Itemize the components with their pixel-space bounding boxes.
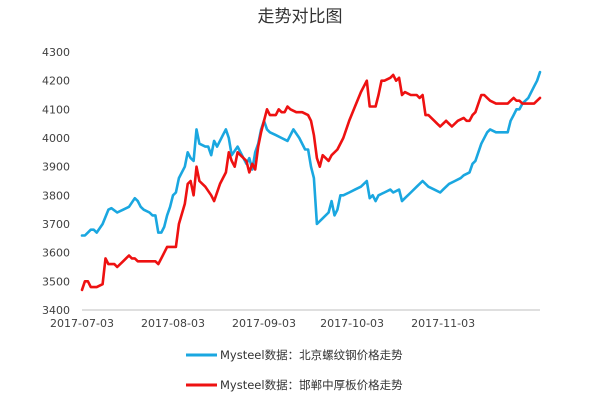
series-line-handan-plate: [80, 73, 542, 292]
y-tick-label: 4000: [42, 132, 70, 145]
x-axis-tick-labels: 2017-07-03 2017-08-03 2017-09-03 2017-10-03…: [50, 317, 475, 330]
y-tick-label: 4300: [42, 46, 70, 59]
y-tick-label: 3900: [42, 161, 70, 174]
series-lines: [80, 70, 542, 292]
legend: Mysteel数据：北京螺纹钢价格走势 Mysteel数据：邯郸中厚板价格走势: [186, 348, 403, 392]
x-tick-label: 2017-10-03: [320, 317, 384, 330]
y-axis-tick-labels: 3400 3500 3600 3700 3800 3900 4000 4100 4200 4300: [42, 46, 70, 317]
series-line-beijing-rebar: [80, 70, 542, 237]
y-tick-label: 3400: [42, 304, 70, 317]
y-tick-label: 3800: [42, 189, 70, 202]
chart-title: 走势对比图: [258, 7, 343, 27]
legend-label-beijing-rebar: Mysteel数据：北京螺纹钢价格走势: [220, 348, 403, 362]
x-tick-label: 2017-07-03: [50, 317, 114, 330]
y-tick-label: 4100: [42, 103, 70, 116]
y-tick-label: 3700: [42, 218, 70, 231]
legend-label-handan-plate: Mysteel数据：邯郸中厚板价格走势: [220, 378, 403, 392]
y-tick-label: 4200: [42, 75, 70, 88]
x-tick-label: 2017-08-03: [141, 317, 205, 330]
x-tick-label: 2017-11-03: [411, 317, 475, 330]
y-tick-label: 3600: [42, 247, 70, 260]
x-tick-label: 2017-09-03: [232, 317, 296, 330]
y-tick-label: 3500: [42, 275, 70, 288]
